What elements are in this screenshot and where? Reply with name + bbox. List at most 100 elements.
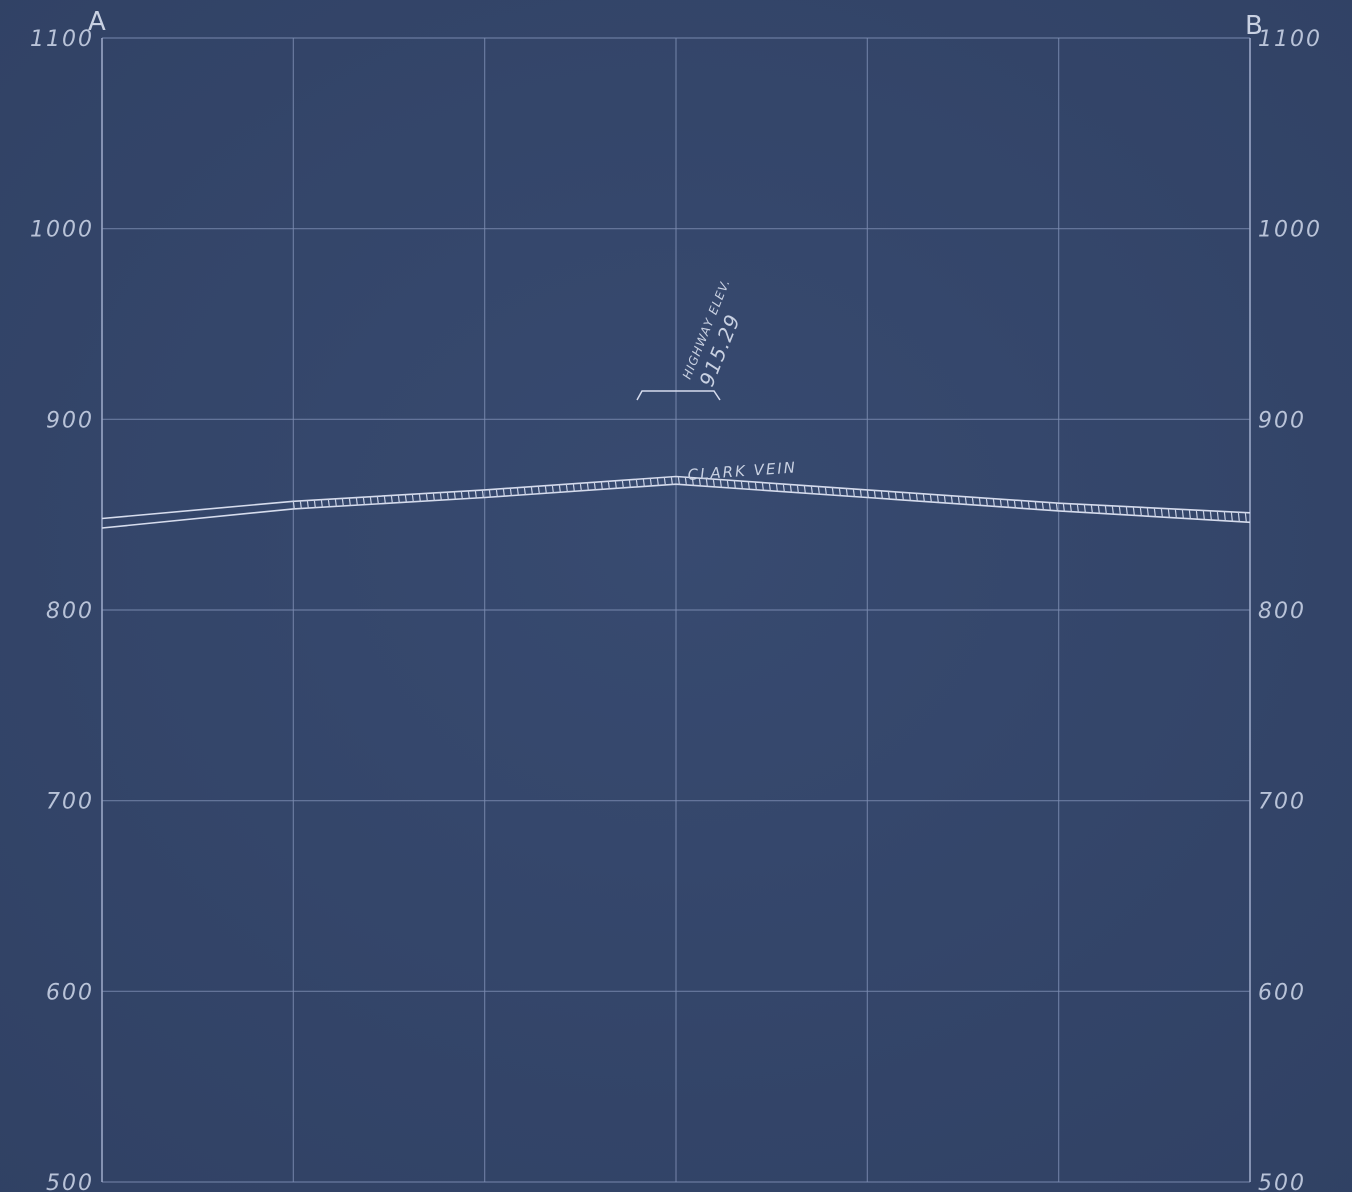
vein-hatch xyxy=(327,499,330,507)
vein-hatch xyxy=(950,495,953,504)
vein-hatch xyxy=(551,485,554,493)
vein-hatch xyxy=(1027,501,1030,509)
section-end-a-label: A xyxy=(88,7,106,37)
vein-hatch xyxy=(299,500,302,509)
vein-hatch xyxy=(1216,511,1219,521)
vein-hatch xyxy=(418,493,421,502)
vein-hatch xyxy=(1174,508,1177,518)
vein-hatch xyxy=(1209,510,1212,520)
vein-hatch xyxy=(523,487,526,495)
vein-hatch xyxy=(635,479,638,488)
vein-hatch xyxy=(1076,504,1079,513)
vein-hatch xyxy=(838,487,841,496)
vein-hatch xyxy=(922,493,925,502)
vein-hatch xyxy=(341,498,344,507)
vein-hatch xyxy=(915,493,918,502)
vein-hatch xyxy=(390,495,393,504)
elevation-label-right-600: 600 xyxy=(1258,980,1306,1005)
vein-hatch xyxy=(971,497,974,505)
vein-hatch xyxy=(817,486,820,495)
vein-hatch xyxy=(964,496,967,505)
vein-hatch xyxy=(1083,504,1086,513)
vein-hatch xyxy=(411,494,414,502)
elevation-label-left-500: 500 xyxy=(46,1171,94,1192)
vein-hatch xyxy=(782,483,785,492)
vein-hatch xyxy=(705,478,708,487)
vein-hatch xyxy=(796,484,799,493)
vein-hanging-wall xyxy=(101,475,1251,520)
vein-hatch xyxy=(719,479,722,488)
vein-hatch xyxy=(348,497,351,506)
vein-hatch xyxy=(670,476,673,485)
elevation-label-left-1100: 1100 xyxy=(30,27,94,52)
vein-hatch xyxy=(775,483,778,492)
elevation-label-left-700: 700 xyxy=(46,790,94,815)
vein-hatch xyxy=(446,492,449,500)
vein-hatch xyxy=(1202,510,1205,520)
vein-hatch xyxy=(978,497,981,506)
elevation-label-right-700: 700 xyxy=(1258,790,1306,815)
vein-hatch xyxy=(894,491,897,500)
vein-hatch xyxy=(1020,500,1023,509)
vein-hatch xyxy=(684,477,687,485)
clark-vein xyxy=(101,475,1251,529)
elevation-labels: 1100 1100 1000 1000 900 900 800 800 700 700 600 600… xyxy=(30,27,1320,1192)
vein-hatch xyxy=(1125,506,1128,515)
vein-hatch xyxy=(712,479,715,487)
vein-hatch xyxy=(649,478,652,487)
vein-hatch xyxy=(474,490,477,499)
vein-hatch xyxy=(1041,502,1044,510)
vein-hatch xyxy=(1223,511,1226,521)
vein-hatch xyxy=(453,491,456,500)
vein-hatch xyxy=(1034,501,1037,510)
vein-hatch xyxy=(1195,510,1198,520)
vein-hatch xyxy=(376,496,379,505)
vein-hatch xyxy=(642,478,645,487)
vein-hatch xyxy=(663,477,666,486)
section-end-b-label: B xyxy=(1245,11,1263,41)
vein-hatch xyxy=(803,485,806,494)
vein-hatch xyxy=(1006,499,1009,508)
vein-hatch xyxy=(1132,506,1135,516)
vein-hatch xyxy=(530,486,533,495)
vein-hatch xyxy=(1244,512,1247,523)
vein-hatch xyxy=(768,482,771,491)
elevation-label-left-900: 900 xyxy=(46,408,94,433)
vein-hatch xyxy=(866,489,869,498)
vein-hatch xyxy=(593,482,596,490)
vein-hatch xyxy=(992,498,995,507)
elevation-label-left-1000: 1000 xyxy=(30,218,94,243)
vein-hatch xyxy=(1069,503,1072,512)
vein-hatch xyxy=(544,485,547,494)
vein-hatch xyxy=(628,479,631,488)
vein-hatch xyxy=(887,491,890,500)
vein-hatch xyxy=(1146,507,1149,517)
vein-hatch xyxy=(1097,505,1100,514)
vein-hatch xyxy=(362,497,365,505)
vein-hatch xyxy=(439,492,442,501)
vein-hatch xyxy=(740,481,743,489)
vein-hatch xyxy=(1090,504,1093,513)
vein-hatch xyxy=(957,496,960,504)
elevation-label-right-800: 800 xyxy=(1258,599,1306,624)
vein-hatch xyxy=(495,488,498,497)
vein-hatch xyxy=(656,477,659,486)
vein-hatch xyxy=(1111,505,1114,515)
vein-hatch xyxy=(1181,509,1184,519)
vein-hatch xyxy=(467,490,470,499)
vein-hatch xyxy=(1153,507,1156,517)
vein-hatch xyxy=(397,494,400,503)
vein-hatch xyxy=(901,492,904,501)
vein-foot-wall xyxy=(101,483,1251,529)
vein-hatch xyxy=(845,488,848,497)
vein-hatch xyxy=(733,480,736,489)
vein-hatch xyxy=(747,481,750,490)
vein-hatch xyxy=(292,501,295,510)
vein-hatch xyxy=(1188,509,1191,519)
vein-hatch xyxy=(355,497,358,506)
vein-hatch xyxy=(810,485,813,494)
vein-hatch xyxy=(488,489,491,498)
vein-hatch xyxy=(1055,502,1058,511)
vein-hatch xyxy=(831,487,834,496)
